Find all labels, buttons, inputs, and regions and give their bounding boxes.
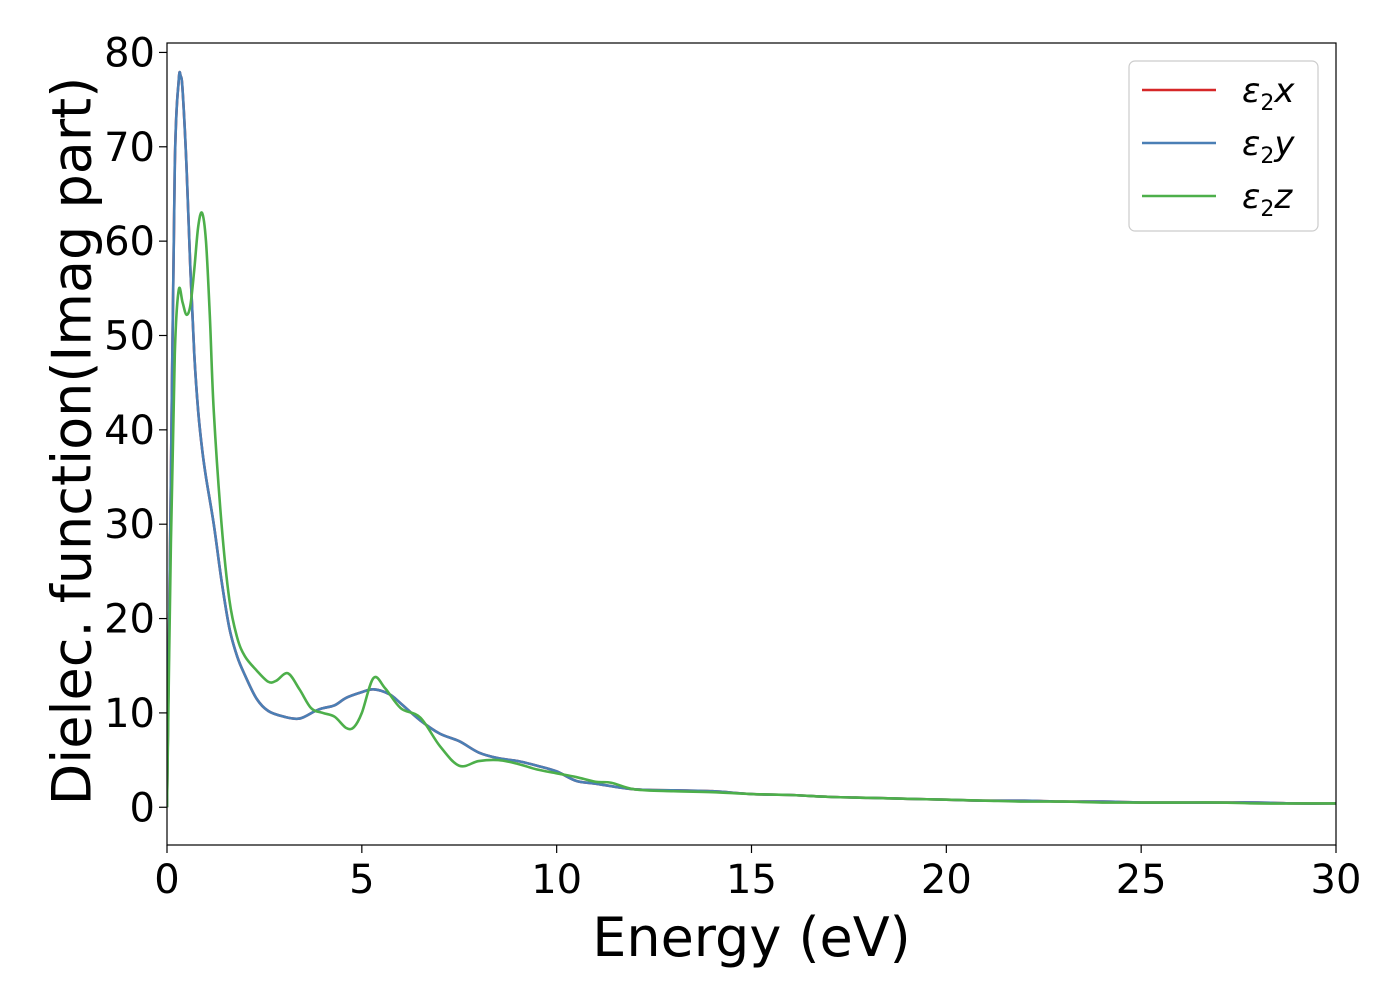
y-tick-label: 70	[104, 125, 155, 171]
x-tick-label: 30	[1311, 857, 1362, 903]
y-tick-label: 20	[104, 597, 155, 643]
legend-label-y: ε2y	[1242, 124, 1295, 169]
y-tick-label: 40	[104, 408, 155, 454]
legend: ε2x ε2y ε2z	[1128, 60, 1319, 232]
y-axis-label: Dielec. function(Imag part)	[41, 77, 104, 806]
x-tick-label: 10	[531, 857, 582, 903]
x-tick-label: 0	[154, 857, 179, 903]
legend-label-z: ε2z	[1242, 177, 1293, 222]
y-tick-label: 10	[104, 691, 155, 737]
y-tick-label: 0	[130, 785, 155, 831]
y-axis-ticks: 0 10 20 30 40 50 60 70 80	[104, 30, 167, 831]
x-tick-label: 20	[921, 857, 972, 903]
series-layer	[167, 70, 1336, 808]
x-axis-ticks: 0 5 10 15 20 25 30	[154, 845, 1361, 903]
x-tick-label: 25	[1116, 857, 1167, 903]
x-tick-label: 15	[726, 857, 777, 903]
y-tick-label: 80	[104, 30, 155, 76]
legend-label-x: ε2x	[1242, 71, 1295, 116]
x-tick-label: 5	[349, 857, 374, 903]
x-axis-label: Energy (eV)	[592, 906, 911, 969]
series-line-z	[167, 211, 1336, 808]
legend-box	[1128, 60, 1319, 232]
y-tick-label: 60	[104, 219, 155, 265]
y-tick-label: 30	[104, 502, 155, 548]
y-tick-label: 50	[104, 313, 155, 359]
